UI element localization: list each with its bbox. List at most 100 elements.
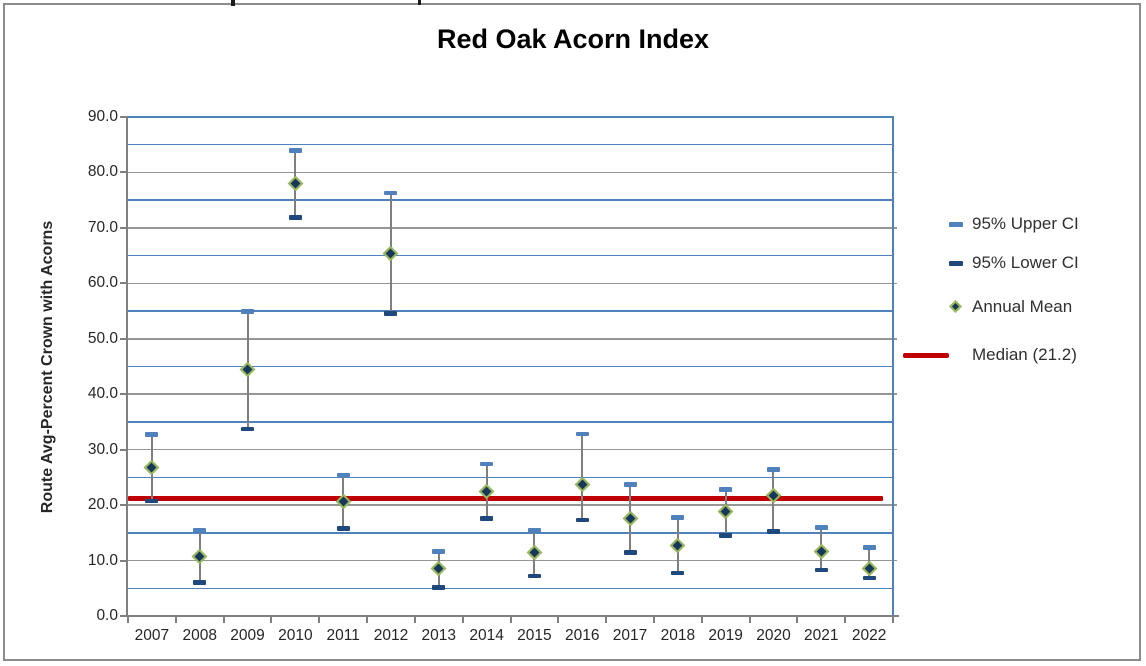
y-axis-tick [120, 171, 128, 174]
lower-ci-cap [384, 311, 398, 316]
y-axis-tick [120, 337, 128, 340]
minor-gridline [128, 365, 893, 368]
x-axis-tick [605, 616, 608, 623]
y-axis-tick-label: 30.0 [87, 440, 118, 458]
x-axis-tick [413, 616, 416, 623]
y-axis-tick [120, 615, 128, 617]
y-axis-tick-label: 80.0 [87, 163, 118, 181]
x-axis-tick [318, 616, 321, 623]
upper-ci-cap [288, 148, 302, 153]
x-axis-tick [748, 616, 751, 623]
minor-gridline [128, 199, 893, 201]
y-axis-tick [120, 116, 128, 118]
lower-ci-cap [766, 529, 780, 534]
x-axis-tick-label: 2020 [756, 627, 791, 644]
x-axis-tick [174, 616, 177, 623]
upper-ci-cap [766, 467, 780, 472]
x-axis-tick [461, 616, 464, 623]
gridline-right-nub [893, 504, 897, 506]
major-gridline [128, 448, 893, 451]
x-axis-tick [557, 616, 560, 623]
x-axis-tick-label: 2014 [469, 627, 504, 644]
x-axis-tick [844, 616, 847, 623]
legend-label-lower-ci: 95% Lower CI [972, 253, 1079, 272]
clipped-text-artifact [418, 0, 421, 5]
upper-ci-cap [862, 545, 876, 550]
lower-ci-cap [193, 580, 207, 585]
minor-gridline [128, 254, 893, 257]
major-gridline [128, 559, 893, 562]
gridline-right-nub [893, 171, 897, 174]
x-axis-tick-label: 2007 [134, 627, 170, 644]
major-gridline [128, 171, 893, 174]
x-axis-tick [127, 616, 129, 623]
upper-ci-cap [480, 461, 494, 467]
lower-ci-cap [336, 526, 350, 531]
major-gridline [128, 338, 893, 340]
y-axis-tick-label: 0.0 [96, 607, 118, 624]
lower-ci-cap [814, 567, 828, 573]
legend-item-annual-mean: Annual Mean [903, 297, 1072, 316]
minor-gridline [128, 143, 893, 146]
lower-ci-cap [862, 575, 876, 581]
gridline-right-nub [893, 448, 897, 451]
x-axis-tick [652, 616, 655, 623]
major-gridline [128, 393, 893, 395]
error-bar [581, 433, 584, 520]
upper-ci-cap [719, 487, 733, 492]
upper-ci-cap [671, 515, 685, 520]
gridline-right-nub [893, 282, 897, 285]
x-axis-tick-label: 2009 [230, 627, 265, 644]
upper-ci-cap [145, 432, 159, 437]
clipped-text-artifact [231, 0, 235, 6]
chart-title: Red Oak Acorn Index [436, 24, 710, 54]
y-axis-tick [120, 393, 128, 396]
x-axis-tick [270, 616, 273, 623]
figure-border [3, 3, 1141, 661]
y-axis-title: Route Avg-Percent Crown with Acorns [39, 220, 56, 514]
legend-label-median: Median (21.2) [972, 345, 1077, 364]
upper-ci-cap [623, 482, 637, 487]
median-line [128, 495, 883, 501]
y-axis-tick-label: 10.0 [87, 551, 118, 569]
x-axis-tick-label: 2018 [660, 627, 696, 644]
x-axis-line [126, 615, 899, 617]
major-gridline [128, 282, 893, 285]
x-axis-tick [796, 616, 799, 623]
y-axis-tick-label: 90.0 [87, 108, 118, 125]
upper-ci-cap [575, 431, 589, 437]
y-axis-tick [120, 504, 128, 507]
y-axis-tick [120, 282, 128, 285]
lower-ci-cap [575, 517, 589, 523]
y-axis-tick-label: 50.0 [87, 329, 118, 347]
upper-ci-cap [527, 528, 541, 533]
gridline-right-nub [893, 393, 897, 395]
legend-marker-box [903, 254, 963, 272]
gridline-right-nub [893, 227, 897, 229]
y-axis-tick-label: 40.0 [87, 385, 118, 403]
x-axis-tick-label: 2011 [326, 627, 360, 644]
lower-ci-dash-icon [949, 261, 963, 266]
lower-ci-cap [241, 426, 255, 432]
minor-gridline [128, 532, 893, 534]
legend-marker-box [903, 346, 963, 364]
minor-gridline [128, 476, 893, 479]
gridline-right-nub [893, 338, 897, 340]
y-axis-tick [120, 226, 128, 229]
lower-ci-cap [432, 585, 446, 590]
x-axis-tick-label: 2008 [182, 627, 217, 644]
x-axis-tick [892, 616, 894, 623]
lower-ci-cap [719, 533, 733, 538]
lower-ci-cap [145, 498, 159, 504]
legend-item-upper-ci: 95% Upper CI [903, 214, 1079, 233]
major-gridline [128, 504, 893, 506]
upper-ci-cap [384, 190, 398, 196]
y-axis-tick [120, 448, 128, 451]
minor-gridline [128, 587, 893, 590]
plot-border-right [892, 116, 894, 617]
x-axis-tick [700, 616, 703, 623]
x-axis-tick-label: 2022 [851, 627, 887, 644]
upper-ci-cap [193, 528, 207, 533]
minor-gridline [128, 310, 893, 312]
upper-ci-cap [336, 472, 350, 478]
